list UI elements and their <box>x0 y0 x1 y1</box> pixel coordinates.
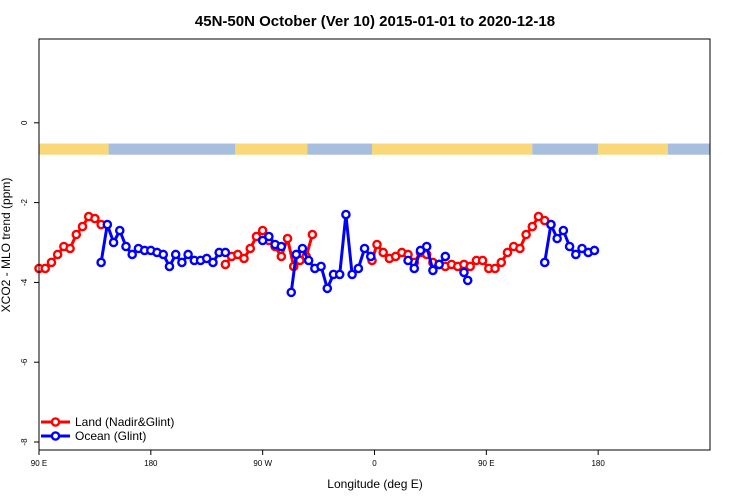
data-point <box>546 219 556 230</box>
data-point <box>208 257 218 268</box>
strip-segment-land <box>598 143 668 155</box>
x-tick-label: 180 <box>144 459 158 468</box>
data-point <box>276 251 287 262</box>
data-point <box>353 263 364 274</box>
data-point <box>552 233 562 244</box>
data-point <box>77 221 88 232</box>
data-point <box>378 247 388 258</box>
strip-segment-ocean <box>307 143 373 155</box>
data-point <box>462 275 473 286</box>
data-point <box>121 241 131 252</box>
data-point <box>347 269 357 280</box>
y-tick-label: 0 <box>20 120 29 125</box>
legend-label: Ocean (Glint) <box>75 429 146 443</box>
legend-marker <box>50 431 61 441</box>
data-point <box>490 263 500 274</box>
data-point <box>558 225 569 236</box>
data-point <box>291 249 302 260</box>
data-point <box>334 269 345 280</box>
x-tick-label: 90 E <box>31 459 47 468</box>
data-point <box>127 249 137 260</box>
y-tick-label: -8 <box>20 438 29 446</box>
y-tick-label: -2 <box>20 199 29 207</box>
data-point <box>282 233 293 244</box>
data-point <box>477 255 488 266</box>
strip-segment-ocean <box>667 143 710 155</box>
data-point <box>496 257 507 268</box>
data-point <box>114 225 125 236</box>
x-axis-label: Longitude (deg E) <box>327 477 422 491</box>
data-point <box>239 253 249 264</box>
strip-segment-ocean <box>532 143 599 155</box>
plot-frame <box>38 38 711 451</box>
data-point <box>316 261 326 272</box>
data-point <box>365 251 376 262</box>
data-point <box>409 263 420 274</box>
data-point <box>527 221 538 232</box>
data-point <box>440 251 451 262</box>
data-point <box>403 255 413 266</box>
data-point <box>564 241 575 252</box>
strip-segment-land <box>235 143 308 155</box>
data-point <box>428 265 438 276</box>
legend-label: Land (Nadir&Glint) <box>75 415 174 429</box>
axes: 90 E 180 90 W 0 90 E 180 0 -2 -4 -6 -8 <box>20 120 605 468</box>
data-point <box>515 243 525 254</box>
data-point <box>96 257 106 268</box>
series-layer <box>34 209 600 298</box>
data-point <box>158 249 169 260</box>
x-tick-label: 180 <box>591 459 605 468</box>
x-tick-label: 90 E <box>478 459 494 468</box>
data-point <box>303 255 314 266</box>
data-point <box>52 249 63 260</box>
data-point <box>372 239 382 250</box>
data-point <box>465 261 475 272</box>
data-point <box>359 243 370 254</box>
data-point <box>322 283 333 294</box>
data-point <box>286 287 297 298</box>
data-point <box>177 257 187 268</box>
data-point <box>421 241 432 252</box>
y-tick-label: -6 <box>20 358 29 366</box>
data-point <box>521 229 531 240</box>
data-point <box>170 249 181 260</box>
legend: Land (Nadir&Glint)Ocean (Glint) <box>41 415 174 443</box>
data-point <box>46 257 57 268</box>
data-point <box>571 249 581 260</box>
data-point <box>245 243 256 254</box>
data-point <box>90 213 100 224</box>
data-point <box>539 257 550 268</box>
data-point <box>257 225 268 236</box>
chart-title: 45N-50N October (Ver 10) 2015-01-01 to 2… <box>195 13 555 30</box>
data-point <box>297 243 308 254</box>
data-point <box>220 247 231 258</box>
data-point <box>108 237 119 248</box>
data-point <box>102 219 113 230</box>
data-point <box>307 229 318 240</box>
data-point <box>502 247 513 258</box>
data-point <box>220 259 231 270</box>
strip-segment-ocean <box>108 143 236 155</box>
data-point <box>589 245 600 256</box>
x-tick-label: 90 W <box>253 459 272 468</box>
data-point <box>164 261 175 272</box>
land-ocean-strip <box>39 143 710 155</box>
y-axis-label: XCO2 - MLO trend (ppm) <box>0 178 13 313</box>
series-1 <box>96 209 600 298</box>
data-point <box>71 229 82 240</box>
strip-segment-land <box>39 143 109 155</box>
data-point <box>65 243 75 254</box>
data-point <box>40 263 51 274</box>
data-point <box>276 241 287 252</box>
data-point <box>264 231 274 242</box>
x-tick-label: 0 <box>372 459 377 468</box>
strip-segment-land <box>372 143 533 155</box>
data-point <box>341 209 351 220</box>
legend-marker <box>50 417 61 427</box>
data-point <box>183 249 193 260</box>
y-tick-label: -4 <box>20 278 29 286</box>
data-point <box>459 267 469 278</box>
data-point <box>434 259 444 270</box>
